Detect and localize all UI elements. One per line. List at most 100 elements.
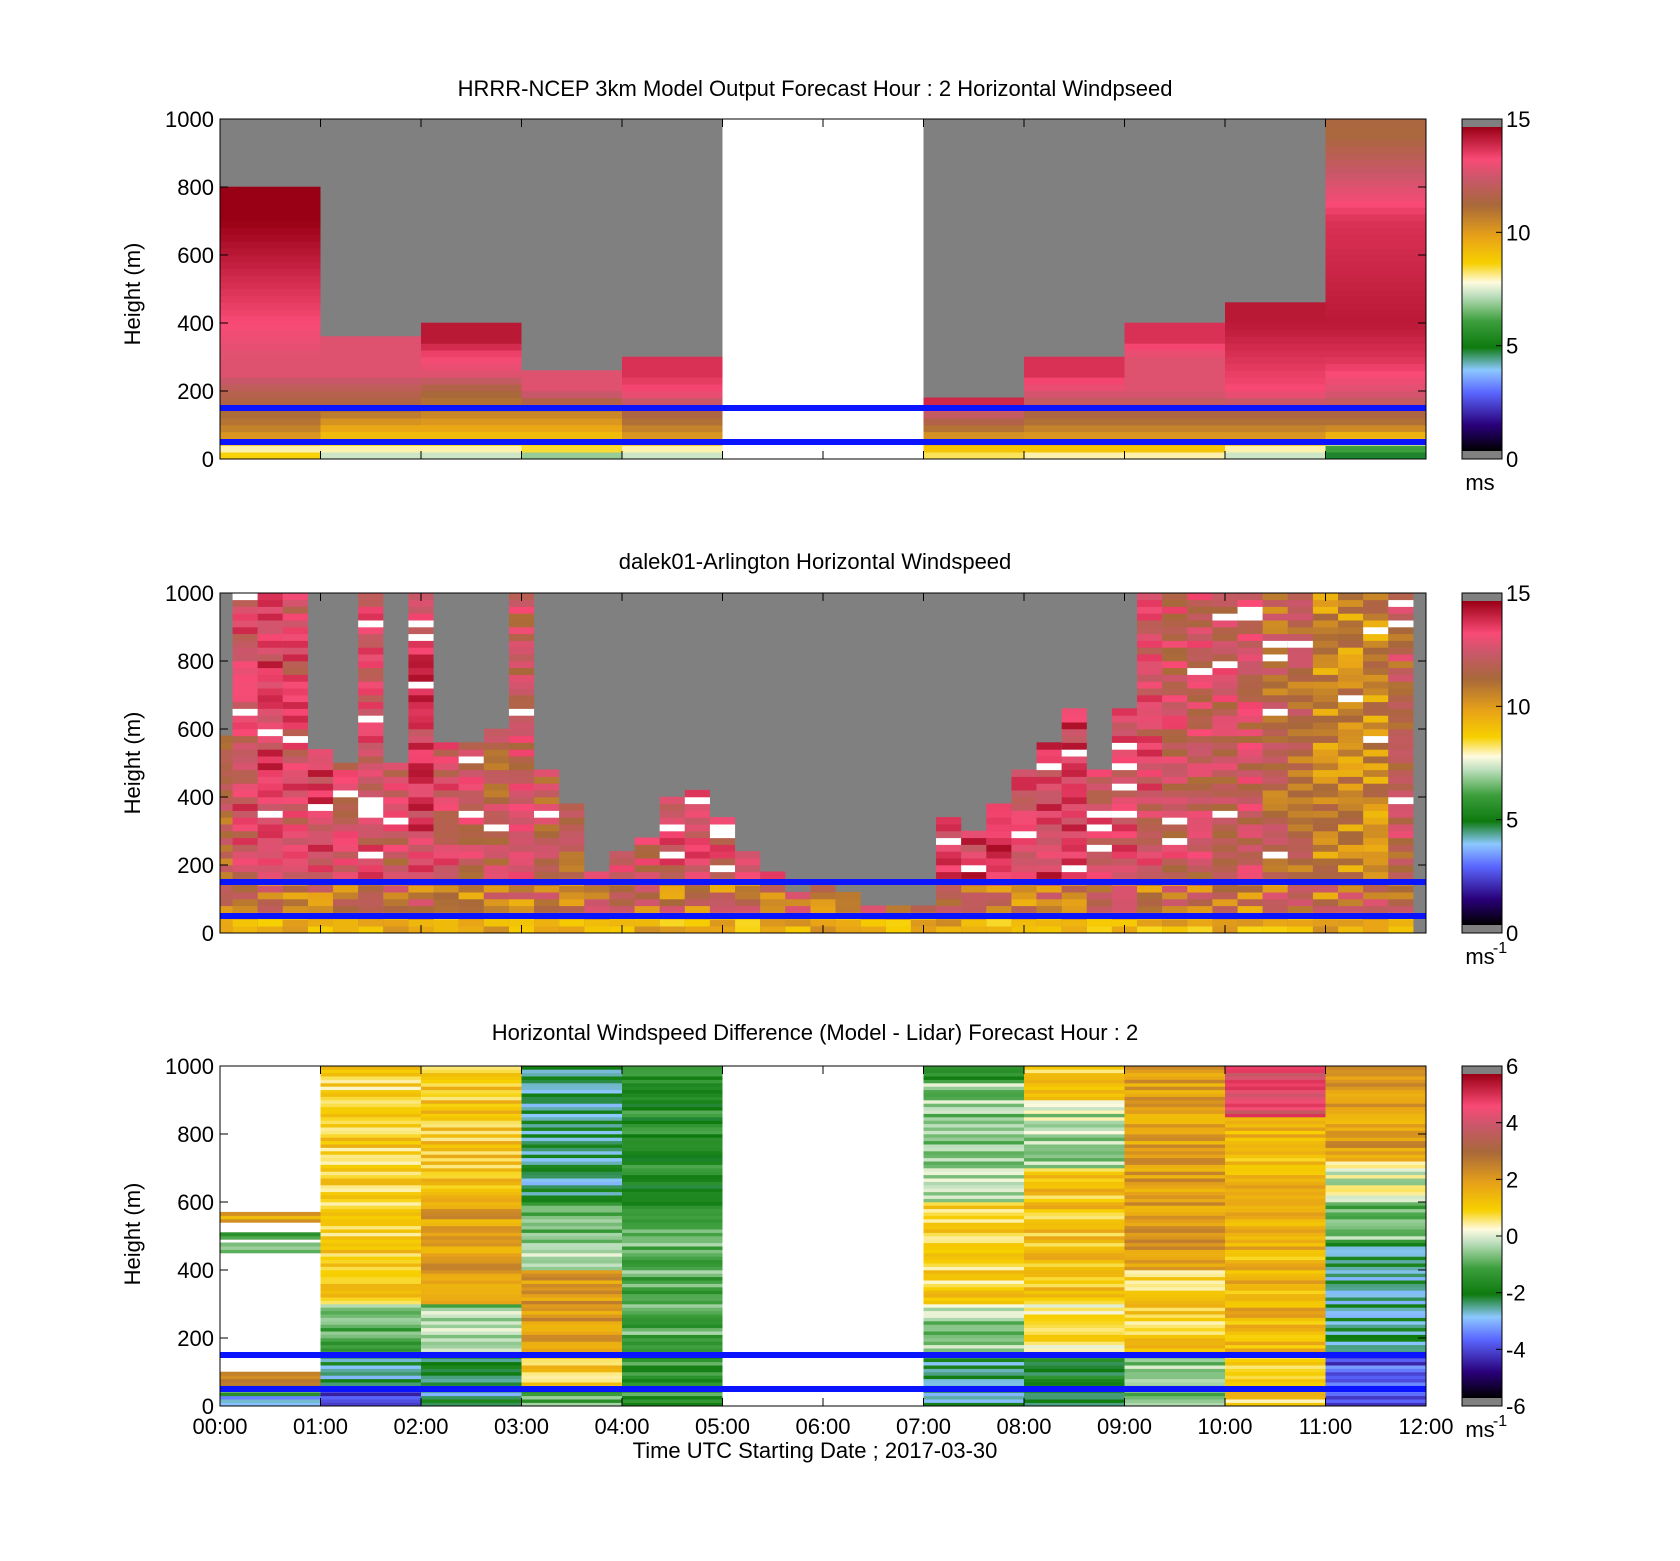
heatmap-cell [320, 1109, 421, 1114]
heatmap-cell [220, 844, 233, 852]
heatmap-cell [634, 864, 660, 873]
heatmap-cell [220, 837, 233, 845]
heatmap-cell [421, 1375, 522, 1380]
heatmap-cell [521, 1273, 622, 1278]
heatmap-cell [1312, 769, 1339, 777]
heatmap-cell [622, 1137, 723, 1142]
heatmap-cell [1388, 810, 1414, 818]
heatmap-cell [1287, 715, 1313, 723]
heatmap-cell [333, 864, 359, 873]
heatmap-cell [421, 322, 522, 331]
heatmap-cell [1137, 844, 1163, 852]
heatmap-cell [1111, 769, 1138, 777]
heatmap-cell [1124, 1310, 1225, 1315]
heatmap-cell [1024, 1164, 1125, 1169]
heatmap-cell [421, 1147, 522, 1152]
heatmap-cell [1011, 817, 1037, 825]
heatmap-cell [923, 1082, 1024, 1087]
heatmap-cell [320, 1218, 421, 1223]
heatmap-cell [986, 925, 1012, 934]
heatmap-cell [1124, 383, 1225, 392]
heatmap-cell [1124, 1330, 1225, 1335]
heatmap-cell [1225, 1235, 1326, 1240]
heatmap-cell [220, 254, 321, 263]
heatmap-cell [383, 857, 409, 866]
heatmap-cell [358, 905, 384, 913]
heatmap-cell [421, 1194, 522, 1199]
heatmap-cell [232, 857, 258, 866]
heatmap-cell [220, 898, 233, 907]
heatmap-cell [1262, 694, 1288, 703]
heatmap-cell [521, 411, 622, 419]
heatmap-cell [1124, 1167, 1225, 1172]
heatmap-cell [508, 653, 535, 662]
heatmap-cell [1363, 667, 1389, 675]
heatmap-cell [1036, 810, 1062, 818]
heatmap-cell [1287, 728, 1313, 737]
heatmap-cell [622, 1225, 723, 1230]
heatmap-cell [282, 687, 308, 696]
heatmap-cell [358, 925, 384, 934]
heatmap-cell [1024, 1330, 1125, 1335]
heatmap-cell [923, 1075, 1024, 1080]
heatmap-cell [1225, 1344, 1326, 1349]
heatmap-cell [232, 667, 258, 675]
colorbar-tick-label: 5 [1506, 334, 1518, 359]
heatmap-cell [785, 925, 811, 934]
heatmap-cell [659, 810, 685, 818]
heatmap-cell [1225, 1126, 1326, 1131]
heatmap-cell [1124, 1160, 1225, 1165]
heatmap-cell [1124, 1361, 1225, 1366]
heatmap-cell [1111, 742, 1138, 750]
heatmap-cell [358, 803, 384, 811]
heatmap-cell [1363, 681, 1389, 689]
heatmap-cell [1124, 1086, 1225, 1091]
heatmap-cell [408, 789, 434, 798]
heatmap-cell [282, 592, 308, 601]
heatmap-cell [1162, 857, 1188, 866]
heatmap-cell [1325, 1143, 1426, 1148]
heatmap-cell [1086, 898, 1112, 907]
heatmap-cell [220, 261, 321, 269]
heatmap-cell [458, 891, 484, 900]
heatmap-cell [521, 1249, 622, 1254]
heatmap-cell [1124, 1364, 1225, 1369]
heatmap-cell [1312, 681, 1339, 689]
heatmap-cell [1325, 1398, 1426, 1403]
heatmap-cell [1312, 776, 1339, 784]
heatmap-cell [1212, 789, 1238, 798]
heatmap-cell [923, 1099, 1024, 1104]
heatmap-cell [1212, 810, 1238, 818]
heatmap-cell [358, 606, 384, 614]
heatmap-cell [622, 1092, 723, 1097]
heatmap-cell [1262, 851, 1288, 859]
heatmap-cell [1225, 1137, 1326, 1142]
heatmap-cell [1124, 1381, 1225, 1386]
heatmap-cell [1363, 851, 1389, 859]
heatmap-cell [1262, 660, 1288, 669]
heatmap-cell [408, 674, 434, 682]
heatmap-cell [521, 1279, 622, 1284]
heatmap-cell [1024, 1137, 1125, 1142]
heatmap-cell [923, 1242, 1024, 1247]
heatmap-cell [1262, 728, 1288, 737]
heatmap-cell [1287, 640, 1313, 648]
heatmap-cell [923, 411, 1024, 419]
heatmap-cell [1036, 749, 1062, 757]
heatmap-cell [1325, 1174, 1426, 1179]
heatmap-cell [622, 1065, 723, 1070]
heatmap-cell [383, 871, 409, 879]
heatmap-cell [1363, 660, 1389, 669]
heatmap-cell [1124, 1395, 1225, 1400]
heatmap-cell [1162, 708, 1188, 716]
heatmap-cell [1363, 613, 1389, 621]
heatmap-cell [1187, 653, 1213, 662]
heatmap-cell [521, 1371, 622, 1376]
heatmap-cell [1137, 619, 1163, 628]
heatmap-cell [1124, 1157, 1225, 1162]
heatmap-cell [1225, 1106, 1326, 1111]
heatmap-cell [760, 891, 786, 900]
heatmap-cell [1024, 1143, 1125, 1148]
